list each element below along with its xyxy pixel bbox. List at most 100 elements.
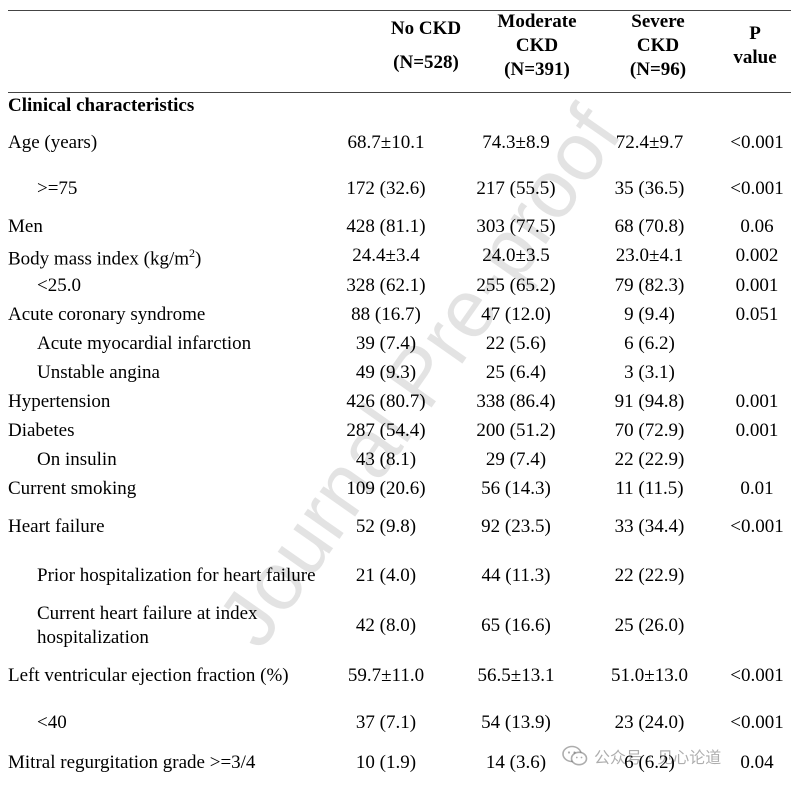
cell-p-value: <0.001 — [730, 132, 784, 153]
cell-moderate-ckd: 303 (77.5) — [476, 215, 556, 237]
row-label-text: Left ventricular ejection fraction (%) — [8, 665, 289, 687]
cell-moderate-ckd: 338 (86.4) — [476, 390, 556, 412]
cell-p-value — [723, 601, 791, 651]
cell-severe-ckd: 51.0±13.0 — [611, 665, 688, 687]
cell-severe-ckd: 11 (11.5) — [615, 477, 684, 499]
cell-p-value: 0.051 — [735, 303, 779, 325]
row-label-text: <40 — [37, 712, 67, 734]
cell-moderate-ckd: 44 (11.3) — [481, 565, 551, 587]
table-row: <25.0 328 (62.1) 255 (65.2) 79 (82.3) 0.001 — [8, 271, 791, 300]
cell-no-ckd: 42 (8.0) — [355, 615, 417, 637]
row-label-text: Heart failure — [8, 516, 105, 538]
cell-no-ckd: 109 (20.6) — [346, 477, 426, 499]
table-row: Unstable angina 49 (9.3) 25 (6.4) 3 (3.1) — [8, 358, 791, 387]
cell-moderate-ckd: 54 (13.9) — [481, 712, 551, 734]
cell-p-value: <0.001 — [730, 712, 784, 734]
cell-no-ckd: 88 (16.7) — [351, 303, 421, 325]
cell-moderate-ckd: 25 (6.4) — [485, 361, 547, 383]
row-label-text: Current smoking — [8, 477, 137, 499]
wechat-account-text: 公众号 · 见心论道 — [594, 748, 722, 767]
row-label: <40 — [8, 701, 316, 745]
row-label: Mitral regurgitation grade >=3/4 — [8, 745, 316, 781]
row-label: Men — [8, 212, 316, 241]
cell-moderate-ckd: 217 (55.5) — [476, 178, 556, 199]
cell-no-ckd: 328 (62.1) — [346, 274, 426, 296]
row-label-text: Acute coronary syndrome — [8, 303, 206, 325]
row-label-text: Mitral regurgitation grade >=3/4 — [8, 752, 256, 774]
row-label-text: Age (years) — [8, 132, 98, 153]
table-row: >=75 172 (32.6) 217 (55.5) 35 (36.5) <0.001 — [8, 166, 791, 212]
header-moderate-line2: CKD — [515, 35, 559, 56]
top-rule — [8, 10, 791, 11]
cell-p-value: 0.001 — [735, 390, 779, 412]
row-label: Body mass index (kg/m2) — [8, 241, 316, 271]
table-row: Acute coronary syndrome 88 (16.7) 47 (12.0… — [8, 300, 791, 329]
cell-p-value — [723, 445, 791, 474]
row-label: Age (years) — [8, 120, 316, 166]
cell-moderate-ckd: 255 (65.2) — [476, 274, 556, 296]
table-row: Heart failure 52 (9.8) 92 (23.5) 33 (34.4) <… — [8, 503, 791, 551]
cell-p-value: <0.001 — [730, 516, 784, 538]
header-no-ckd-n: (N=528) — [393, 52, 459, 73]
cell-p-value: 0.06 — [740, 215, 774, 237]
cell-moderate-ckd: 56.5±13.1 — [477, 665, 555, 687]
header-p-value: P value — [722, 0, 788, 92]
cell-moderate-ckd: 65 (16.6) — [481, 615, 551, 637]
wechat-icon — [562, 745, 588, 767]
cell-moderate-ckd: 56 (14.3) — [481, 477, 551, 499]
row-label-text: Men — [8, 215, 43, 237]
header-moderate-line1: Moderate — [497, 11, 577, 32]
row-label: >=75 — [8, 166, 316, 212]
cell-severe-ckd: 35 (36.5) — [614, 178, 685, 199]
cell-severe-ckd: 6 (6.2) — [624, 332, 675, 354]
cell-p-value: 0.01 — [740, 477, 774, 499]
table-body: Clinical characteristics Age (years) 68.7… — [8, 92, 791, 781]
row-label-superscript: 2 — [189, 246, 196, 260]
row-label-text: <25.0 — [37, 274, 81, 296]
cell-severe-ckd: 3 (3.1) — [624, 361, 675, 383]
table-row: Age (years) 68.7±10.1 74.3±8.9 72.4±9.7 <0.0… — [8, 120, 791, 166]
cell-no-ckd: 426 (80.7) — [346, 390, 426, 412]
row-label: Prior hospitalization for heart failure — [8, 551, 316, 601]
header-severe-line1: Severe — [631, 11, 685, 32]
row-label-text: Current heart failure at index hospitali… — [37, 603, 258, 649]
row-label: Hypertension — [8, 387, 316, 416]
row-label: Acute coronary syndrome — [8, 300, 316, 329]
cell-p-value: <0.001 — [730, 665, 784, 687]
cell-no-ckd: 43 (8.1) — [355, 448, 417, 470]
cell-no-ckd: 428 (81.1) — [346, 215, 426, 237]
cell-no-ckd: 172 (32.6) — [346, 178, 426, 199]
row-label-text: Acute myocardial infarction — [37, 332, 252, 354]
row-label-text: Prior hospitalization for heart failure — [37, 565, 316, 587]
cell-p-value: 0.002 — [735, 245, 779, 267]
cell-severe-ckd: 23 (24.0) — [614, 712, 685, 734]
cell-severe-ckd: 70 (72.9) — [614, 419, 685, 441]
cell-no-ckd: 49 (9.3) — [355, 361, 417, 383]
row-label-end: ) — [195, 248, 202, 270]
cell-severe-ckd: 91 (94.8) — [614, 390, 685, 412]
cell-severe-ckd: 23.0±4.1 — [615, 245, 684, 267]
table-row: Current smoking 109 (20.6) 56 (14.3) 11 (11… — [8, 474, 791, 503]
cell-no-ckd: 59.7±11.0 — [347, 665, 425, 687]
row-label: On insulin — [8, 445, 316, 474]
characteristics-table: Clinical characteristics Age (years) 68.7… — [8, 92, 791, 781]
table-row: <40 37 (7.1) 54 (13.9) 23 (24.0) <0.001 — [8, 701, 791, 745]
header-severe-ckd: Severe CKD (N=96) — [580, 0, 736, 92]
row-label: Diabetes — [8, 416, 316, 445]
table-row: Current heart failure at index hospitali… — [8, 601, 791, 651]
row-label-text: Unstable angina — [37, 361, 160, 383]
row-label: Current smoking — [8, 474, 316, 503]
cell-moderate-ckd: 200 (51.2) — [476, 419, 556, 441]
row-label-text: Body mass index (kg/m — [8, 248, 190, 270]
header-p-line1: P — [749, 23, 761, 44]
header-moderate-ckd: Moderate CKD (N=391) — [459, 0, 615, 92]
cell-moderate-ckd: 14 (3.6) — [485, 752, 547, 774]
cell-p-value: <0.001 — [730, 178, 784, 199]
cell-severe-ckd: 25 (26.0) — [614, 615, 685, 637]
cell-moderate-ckd: 92 (23.5) — [481, 516, 551, 538]
table-row: Diabetes 287 (54.4) 200 (51.2) 70 (72.9) 0.0… — [8, 416, 791, 445]
table-row: Body mass index (kg/m2) 24.4±3.4 24.0±3.5 2… — [8, 241, 791, 271]
cell-severe-ckd: 22 (22.9) — [614, 565, 685, 587]
wechat-watermark: 公众号 · 见心论道 — [562, 744, 721, 768]
